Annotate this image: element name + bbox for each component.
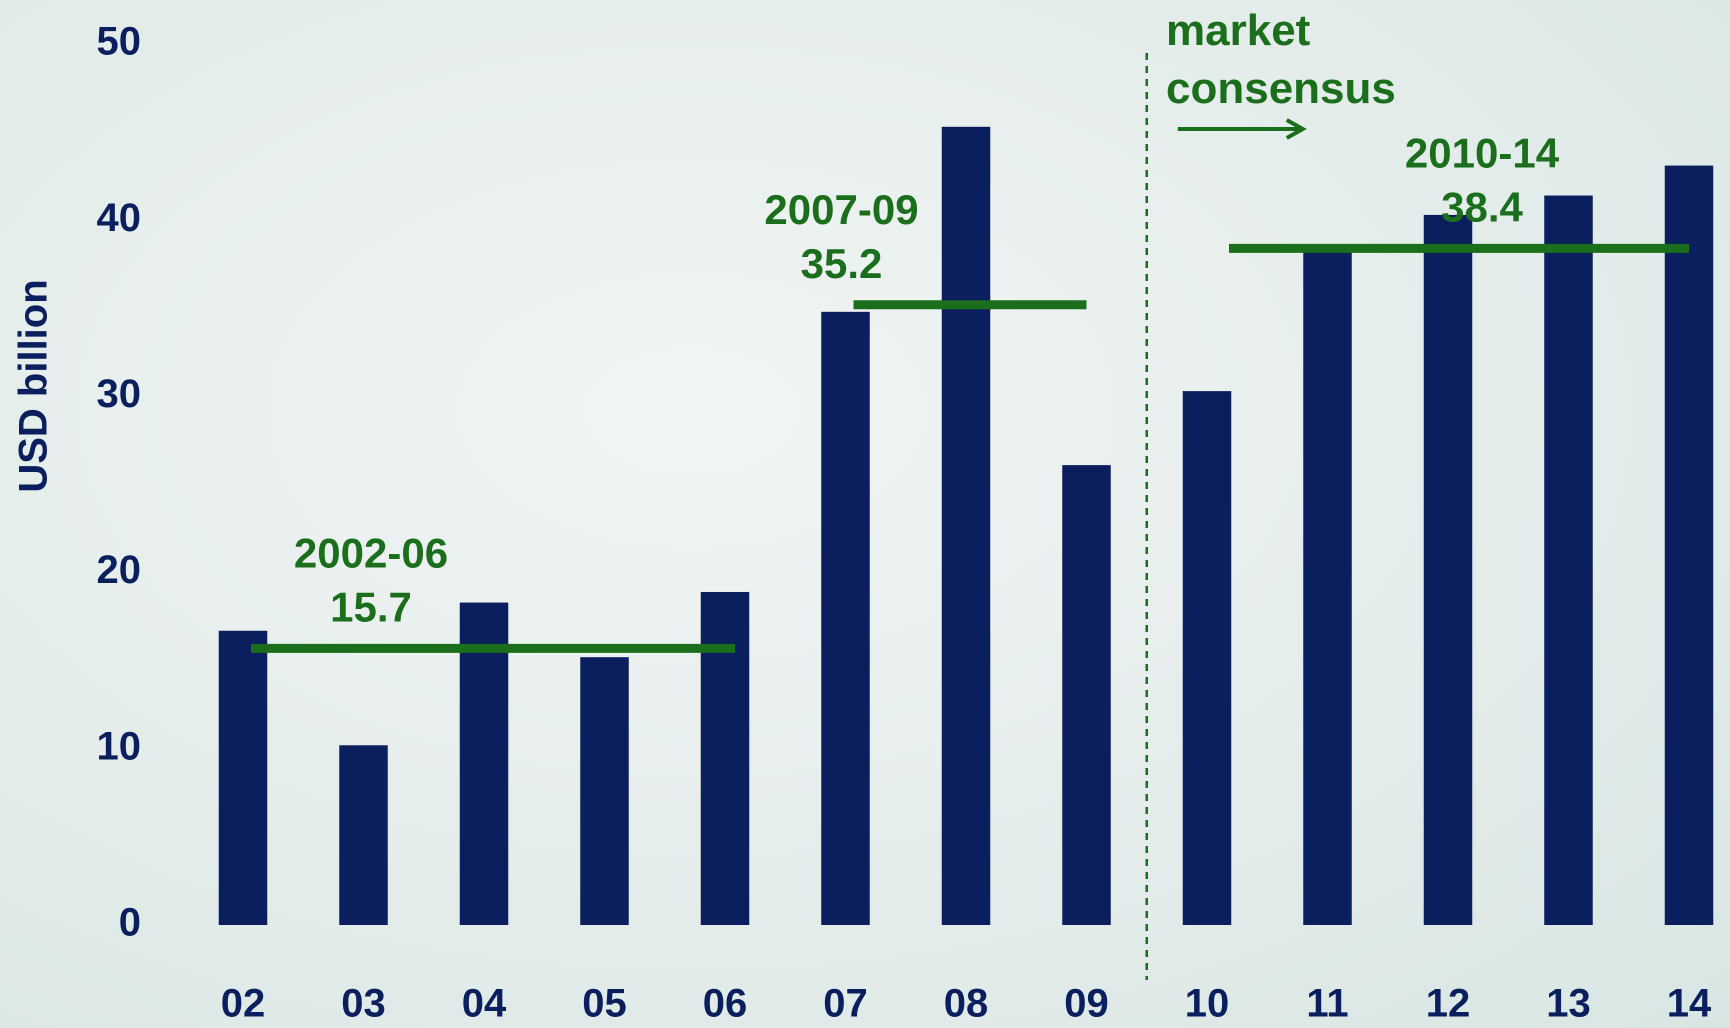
y-tick-label: 10 [97,724,142,768]
bar [1062,465,1111,925]
x-tick-label: 13 [1546,982,1591,1026]
bar [580,657,629,925]
bar [1544,195,1593,926]
x-tick-label: 09 [1064,982,1109,1026]
x-tick-label: 11 [1306,982,1348,1026]
x-tick-label: 06 [703,982,748,1026]
y-tick-label: 20 [97,548,142,592]
bar [1303,250,1352,926]
x-tick-label: 10 [1185,982,1230,1026]
x-tick-label: 14 [1667,982,1712,1026]
x-tick-label: 12 [1426,982,1471,1026]
x-tick-label: 08 [944,982,989,1026]
bar [700,591,750,925]
bar [459,602,509,925]
y-tick-label: 0 [119,901,141,945]
x-tick-label: 05 [582,982,627,1026]
average-period: 2007-09 [764,186,918,233]
y-tick-label: 40 [97,196,142,240]
x-tick-label: 02 [221,982,266,1026]
y-tick-label: 50 [97,20,142,64]
y-tick-label: 30 [97,372,142,416]
average-period: 2002-06 [294,529,448,576]
average-value: 15.7 [330,583,412,630]
bar [821,311,870,926]
average-value: 35.2 [801,240,883,287]
bar [218,630,268,925]
bar [1182,391,1232,925]
average-value: 38.4 [1441,183,1523,230]
bar [1664,165,1714,925]
bar [941,126,991,925]
average-period: 2010-14 [1405,129,1560,176]
bar [1423,214,1473,925]
y-axis-label: USD billion [12,279,56,492]
forecast-arrow-head [1285,118,1307,140]
x-tick-label: 07 [823,982,868,1026]
bar [339,745,388,925]
forecast-note: market consensus [1166,6,1396,113]
x-tick-label: 03 [341,982,386,1026]
x-tick-label: 04 [462,982,507,1026]
